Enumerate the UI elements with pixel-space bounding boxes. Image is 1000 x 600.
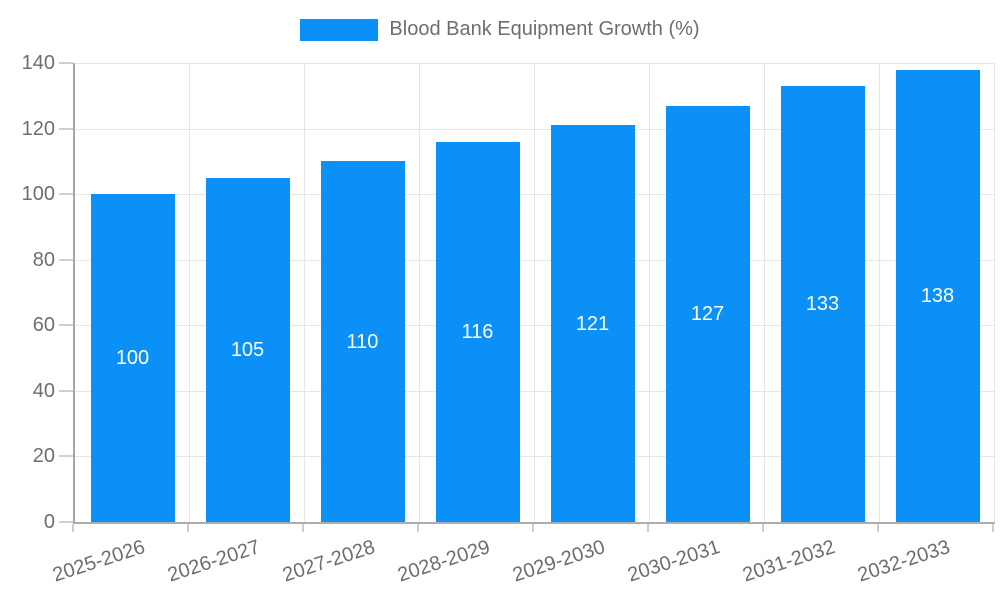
bar-2030-2031 bbox=[665, 105, 750, 522]
gridline-horizontal bbox=[75, 456, 995, 458]
gridline-vertical bbox=[304, 63, 305, 522]
gridline-horizontal bbox=[75, 259, 995, 261]
x-axis-tick-mark bbox=[762, 524, 764, 532]
y-axis-tick-mark bbox=[59, 324, 73, 327]
x-axis-tick-mark bbox=[647, 524, 649, 532]
y-axis-tick-label: 140 bbox=[21, 52, 55, 74]
y-axis-tick-label: 100 bbox=[21, 183, 55, 206]
gridline-vertical bbox=[994, 63, 995, 522]
x-axis-tick-mark bbox=[532, 524, 534, 532]
legend[interactable]: Blood Bank Equipment Growth (%) bbox=[0, 18, 1000, 41]
bar-value-label: 138 bbox=[920, 284, 955, 307]
bar-value-label: 116 bbox=[461, 320, 494, 343]
x-axis-tick-mark bbox=[72, 524, 74, 532]
y-axis-tick-label: 20 bbox=[32, 445, 55, 468]
y-axis-tick-mark bbox=[59, 389, 73, 392]
x-axis-tick-mark bbox=[302, 524, 304, 532]
bar-value-label: 121 bbox=[575, 312, 610, 335]
gridline-vertical bbox=[419, 63, 420, 522]
bar-2025-2026 bbox=[90, 194, 175, 522]
y-axis-tick-mark bbox=[59, 455, 73, 458]
bar-value-label: 133 bbox=[805, 292, 840, 315]
bar-2031-2032 bbox=[780, 85, 865, 522]
bar-2027-2028 bbox=[320, 161, 405, 522]
x-axis-tick-mark bbox=[877, 524, 879, 532]
gridline-horizontal bbox=[75, 325, 995, 327]
gridline-horizontal bbox=[75, 128, 995, 130]
gridline-horizontal bbox=[75, 63, 995, 64]
y-axis-tick-label: 80 bbox=[32, 248, 55, 271]
gridline-vertical bbox=[189, 63, 190, 522]
x-axis-tick-mark bbox=[417, 524, 419, 532]
bar-2026-2027 bbox=[205, 177, 290, 522]
y-axis-tick-label: 0 bbox=[43, 511, 55, 533]
bar-value-label: 127 bbox=[690, 302, 725, 325]
y-axis-tick-label: 60 bbox=[32, 314, 55, 337]
legend-swatch bbox=[300, 18, 379, 41]
y-axis-tick-mark bbox=[59, 127, 73, 130]
gridline-vertical bbox=[534, 63, 535, 522]
gridline-vertical bbox=[764, 63, 765, 522]
bar-2029-2030 bbox=[550, 125, 635, 522]
bar-value-label: 105 bbox=[230, 338, 265, 361]
legend-label: Blood Bank Equipment Growth (%) bbox=[389, 18, 700, 40]
x-axis-tick-mark bbox=[187, 524, 189, 532]
gridline-horizontal bbox=[75, 194, 995, 196]
bar-value-label: 110 bbox=[346, 330, 379, 353]
y-axis-tick-mark bbox=[59, 258, 73, 261]
gridline-horizontal bbox=[75, 390, 995, 392]
x-axis-tick-mark bbox=[992, 524, 994, 532]
bar-value-label: 100 bbox=[115, 347, 150, 370]
y-axis-tick-mark bbox=[59, 193, 73, 196]
y-axis-tick-mark bbox=[59, 521, 73, 523]
y-axis-tick-label: 40 bbox=[32, 379, 55, 402]
bar-2028-2029 bbox=[435, 141, 520, 522]
gridline-vertical bbox=[879, 63, 880, 522]
bar-2032-2033 bbox=[895, 69, 980, 522]
y-axis-tick-label: 120 bbox=[21, 117, 55, 140]
plot-area: 100 105 110 116 121 127 133 138 bbox=[73, 63, 995, 524]
y-axis-tick-mark bbox=[59, 62, 73, 64]
gridline-vertical bbox=[649, 63, 650, 522]
